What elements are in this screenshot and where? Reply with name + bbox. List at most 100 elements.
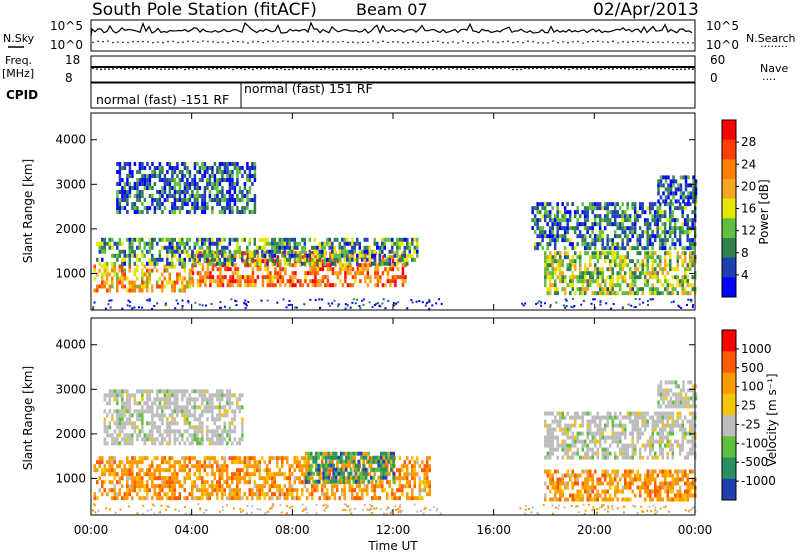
data-cell	[598, 218, 602, 223]
data-cell	[186, 190, 189, 195]
data-cell	[321, 492, 324, 497]
nsearch-dot	[487, 40, 489, 42]
data-cell	[128, 417, 132, 422]
data-cell	[216, 488, 219, 493]
data-cell	[604, 283, 607, 288]
data-cell	[371, 456, 374, 461]
data-cell	[371, 306, 374, 309]
nave-dot	[448, 68, 450, 70]
data-cell	[148, 393, 152, 398]
nsearch-dot	[207, 40, 209, 43]
data-cell	[288, 464, 292, 469]
data-cell	[256, 460, 259, 465]
data-cell	[609, 291, 612, 296]
data-cell	[663, 226, 667, 231]
data-cell	[586, 271, 589, 276]
data-cell	[241, 257, 244, 262]
data-cell	[673, 226, 677, 231]
data-cell	[662, 199, 665, 204]
data-cell	[544, 497, 547, 502]
data-cell	[246, 472, 249, 477]
data-cell	[406, 307, 409, 310]
data-cell	[211, 267, 215, 272]
data-cell	[213, 476, 217, 481]
data-cell	[406, 241, 409, 246]
data-cell	[381, 241, 384, 246]
data-cell	[311, 271, 315, 276]
data-cell	[291, 237, 294, 242]
data-cell	[211, 456, 214, 461]
data-cell	[223, 245, 227, 250]
data-cell	[218, 162, 222, 167]
data-cell	[338, 241, 342, 246]
data-cell	[378, 245, 382, 250]
data-cell	[138, 429, 142, 434]
data-cell	[624, 263, 627, 268]
data-cell	[371, 488, 374, 493]
data-cell	[549, 263, 552, 268]
data-cell	[344, 275, 347, 280]
data-cell	[679, 187, 683, 192]
data-cell	[121, 496, 124, 501]
data-cell	[221, 170, 224, 175]
data-cell	[629, 477, 632, 482]
data-cell	[626, 234, 629, 239]
data-cell	[161, 397, 164, 402]
data-cell	[118, 476, 122, 481]
data-cell	[668, 206, 672, 211]
data-cell	[636, 214, 639, 219]
data-cell	[183, 186, 187, 191]
colorbar-tick-label: 28	[741, 135, 756, 149]
data-cell	[346, 303, 349, 306]
data-cell	[616, 234, 619, 239]
data-cell	[636, 287, 639, 292]
data-cell	[586, 226, 589, 231]
data-cell	[671, 238, 674, 243]
data-cell	[230, 298, 233, 301]
data-cell	[131, 288, 134, 293]
data-cell	[264, 251, 267, 256]
nave-tick-top: 60	[710, 53, 725, 67]
nsearch-dot	[297, 40, 299, 43]
data-cell	[268, 257, 272, 262]
data-cell	[206, 488, 209, 493]
data-cell	[253, 162, 257, 167]
data-cell	[651, 271, 654, 276]
data-cell	[396, 468, 399, 473]
data-cell	[161, 272, 164, 277]
data-cell	[416, 472, 419, 477]
data-cell	[331, 267, 335, 272]
data-cell	[536, 246, 539, 251]
data-cell	[224, 275, 227, 280]
data-cell	[211, 249, 214, 254]
data-cell	[141, 194, 144, 199]
data-cell	[538, 300, 541, 303]
data-cell	[677, 304, 680, 307]
data-cell	[324, 463, 328, 468]
data-cell	[291, 283, 295, 288]
data-cell	[233, 198, 237, 203]
data-cell	[346, 261, 349, 266]
data-cell	[168, 397, 172, 402]
data-cell	[216, 245, 219, 250]
data-cell	[606, 287, 609, 292]
data-cell	[221, 441, 224, 446]
data-cell	[361, 253, 364, 258]
data-cell	[673, 218, 677, 223]
data-cell	[363, 253, 367, 258]
data-cell	[233, 472, 237, 477]
data-cell	[348, 257, 352, 262]
data-cell	[260, 299, 263, 302]
data-cell	[581, 493, 584, 498]
data-cell	[216, 405, 219, 410]
data-cell	[238, 437, 242, 442]
nave-dot	[488, 67, 490, 70]
data-cell	[278, 249, 282, 254]
data-cell	[233, 186, 237, 191]
nsearch-dot	[447, 42, 449, 44]
data-cell	[666, 291, 669, 296]
data-cell	[332, 475, 335, 480]
data-cell	[633, 222, 637, 227]
data-cell	[146, 210, 149, 215]
data-cell	[256, 259, 260, 264]
